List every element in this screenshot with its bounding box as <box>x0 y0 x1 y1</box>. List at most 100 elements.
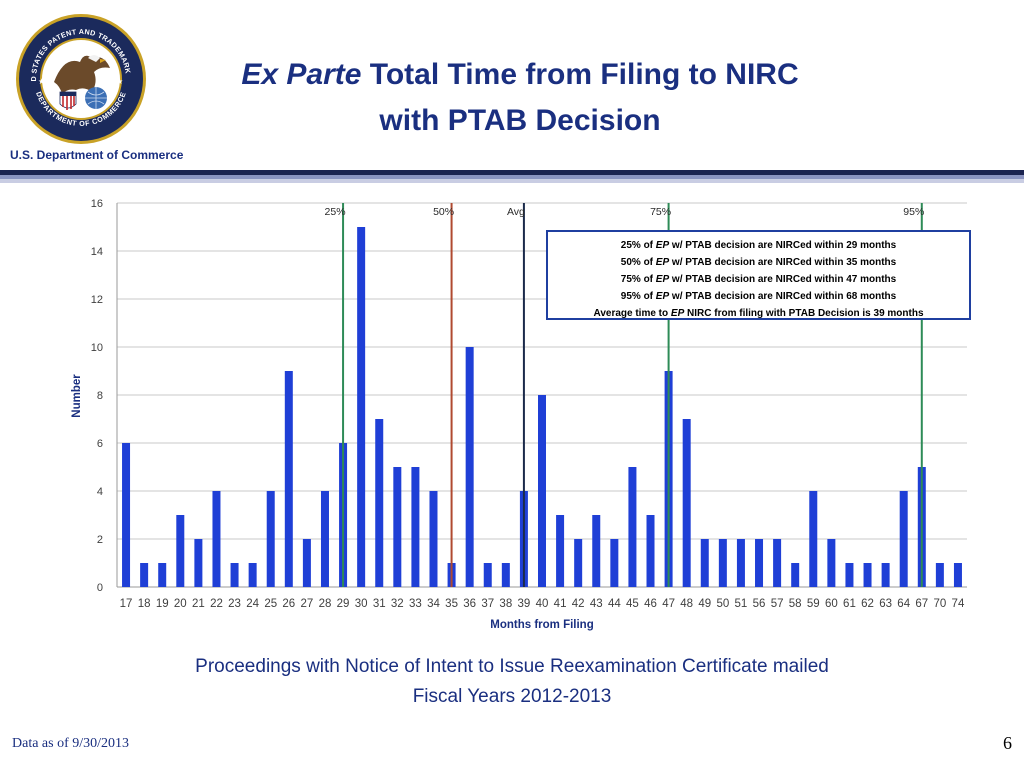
x-tick-label: 21 <box>192 598 205 610</box>
x-tick-label: 20 <box>174 598 187 610</box>
x-tick-label: 25 <box>264 598 277 610</box>
annotation-line: 25% of EP w/ PTAB decision are NIRCed wi… <box>621 240 897 251</box>
page-number: 6 <box>1003 733 1012 753</box>
x-tick-label: 43 <box>590 598 603 610</box>
caption-line-1: Proceedings with Notice of Intent to Iss… <box>195 656 829 677</box>
bar-21 <box>194 539 203 587</box>
x-tick-label: 57 <box>771 598 784 610</box>
x-tick-label: 60 <box>825 598 838 610</box>
bar-23 <box>230 563 239 587</box>
bar-27 <box>302 539 311 587</box>
bar-36 <box>465 347 474 587</box>
bar-45 <box>628 467 637 587</box>
bar-33 <box>411 467 420 587</box>
page-title: Ex Parte Total Time from Filing to NIRC … <box>150 52 890 144</box>
bar-60 <box>827 539 836 587</box>
x-tick-label: 32 <box>391 598 404 610</box>
bar-41 <box>556 515 565 587</box>
bar-57 <box>773 539 782 587</box>
bar-44 <box>610 539 619 587</box>
annotation-line: 50% of EP w/ PTAB decision are NIRCed wi… <box>621 257 897 268</box>
marker-label: 95% <box>903 206 924 218</box>
svg-text:★: ★ <box>116 77 123 86</box>
x-tick-label: 39 <box>518 598 531 610</box>
x-tick-label: 44 <box>608 598 621 610</box>
annotation-line: 75% of EP w/ PTAB decision are NIRCed wi… <box>621 274 897 285</box>
bar-32 <box>393 467 402 587</box>
y-tick-label: 4 <box>97 486 103 498</box>
y-tick-label: 16 <box>91 198 103 210</box>
x-tick-label: 30 <box>355 598 368 610</box>
bar-37 <box>483 563 492 587</box>
x-tick-label: 26 <box>282 598 295 610</box>
bar-30 <box>357 227 366 587</box>
title-main-part: Total Time from Filing to NIRC <box>361 58 799 91</box>
x-tick-label: 34 <box>427 598 440 610</box>
y-axis-title: Number <box>71 374 83 418</box>
y-tick-label: 10 <box>91 342 103 354</box>
marker-label: 75% <box>650 206 671 218</box>
x-tick-label: 47 <box>662 598 675 610</box>
bar-61 <box>845 563 854 587</box>
x-tick-label: 62 <box>861 598 874 610</box>
x-tick-label: 46 <box>644 598 657 610</box>
title-line-2: with PTAB Decision <box>379 104 661 137</box>
annotation-line: Average time to EP NIRC from filing with… <box>593 308 923 319</box>
x-tick-label: 63 <box>879 598 892 610</box>
y-tick-label: 14 <box>91 246 103 258</box>
bar-63 <box>881 563 890 587</box>
marker-label: 50% <box>433 206 454 218</box>
caption-line-2: Fiscal Years 2012-2013 <box>412 686 612 707</box>
bar-40 <box>538 395 546 587</box>
x-tick-label: 41 <box>554 598 567 610</box>
header-divider-dark <box>0 170 1024 175</box>
x-tick-label: 74 <box>952 598 965 610</box>
header-divider-mid <box>0 175 1024 179</box>
y-tick-label: 12 <box>91 294 103 306</box>
x-tick-label: 29 <box>337 598 350 610</box>
x-tick-label: 58 <box>789 598 802 610</box>
bar-70 <box>935 563 944 587</box>
bar-50 <box>718 539 727 587</box>
x-tick-label: 33 <box>409 598 422 610</box>
x-tick-label: 49 <box>698 598 711 610</box>
y-tick-label: 0 <box>97 582 103 594</box>
x-tick-label: 40 <box>536 598 549 610</box>
bar-34 <box>429 491 438 587</box>
x-tick-label: 35 <box>445 598 458 610</box>
x-tick-label: 18 <box>138 598 151 610</box>
marker-label: Avg <box>507 206 525 218</box>
x-axis-title: Months from Filing <box>490 619 593 631</box>
x-tick-label: 17 <box>120 598 133 610</box>
x-tick-label: 67 <box>915 598 928 610</box>
x-tick-label: 22 <box>210 598 223 610</box>
x-tick-label: 36 <box>463 598 476 610</box>
bar-24 <box>248 563 257 587</box>
bar-49 <box>700 539 709 587</box>
bar-20 <box>176 515 185 587</box>
bar-31 <box>375 419 384 587</box>
y-tick-label: 2 <box>97 534 103 546</box>
x-tick-label: 59 <box>807 598 820 610</box>
x-tick-label: 61 <box>843 598 856 610</box>
svg-text:★: ★ <box>38 77 45 86</box>
bar-19 <box>158 563 167 587</box>
bar-38 <box>501 563 510 587</box>
bar-18 <box>140 563 149 587</box>
bar-42 <box>574 539 583 587</box>
x-tick-label: 38 <box>499 598 512 610</box>
bar-62 <box>863 563 872 587</box>
annotation-box <box>546 230 971 320</box>
uspto-seal-logo: UNITED STATES PATENT AND TRADEMARK OFFIC… <box>14 12 146 144</box>
bar-46 <box>646 515 655 587</box>
x-tick-label: 42 <box>572 598 585 610</box>
x-tick-label: 70 <box>933 598 946 610</box>
y-tick-label: 8 <box>97 390 103 402</box>
bar-17 <box>122 443 131 587</box>
x-tick-label: 28 <box>319 598 332 610</box>
bar-74 <box>953 563 962 587</box>
bar-43 <box>592 515 601 587</box>
bar-48 <box>682 419 691 587</box>
bar-28 <box>320 491 329 587</box>
